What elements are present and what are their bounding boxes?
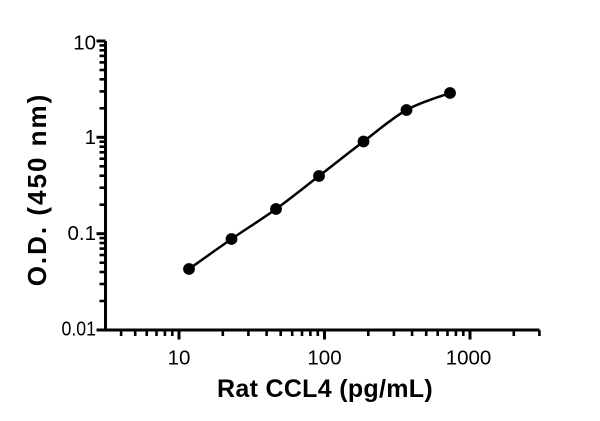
svg-text:0.1: 0.1 bbox=[68, 222, 97, 245]
svg-text:10: 10 bbox=[73, 32, 96, 55]
svg-text:Rat CCL4 (pg/mL): Rat CCL4 (pg/mL) bbox=[217, 375, 433, 403]
svg-text:10: 10 bbox=[168, 346, 191, 369]
svg-text:100: 100 bbox=[307, 346, 341, 369]
svg-text:1: 1 bbox=[85, 126, 96, 149]
svg-text:0.01: 0.01 bbox=[62, 318, 97, 341]
svg-text:1000: 1000 bbox=[446, 346, 492, 369]
svg-text:O.D. (450 nm): O.D. (450 nm) bbox=[22, 93, 52, 287]
